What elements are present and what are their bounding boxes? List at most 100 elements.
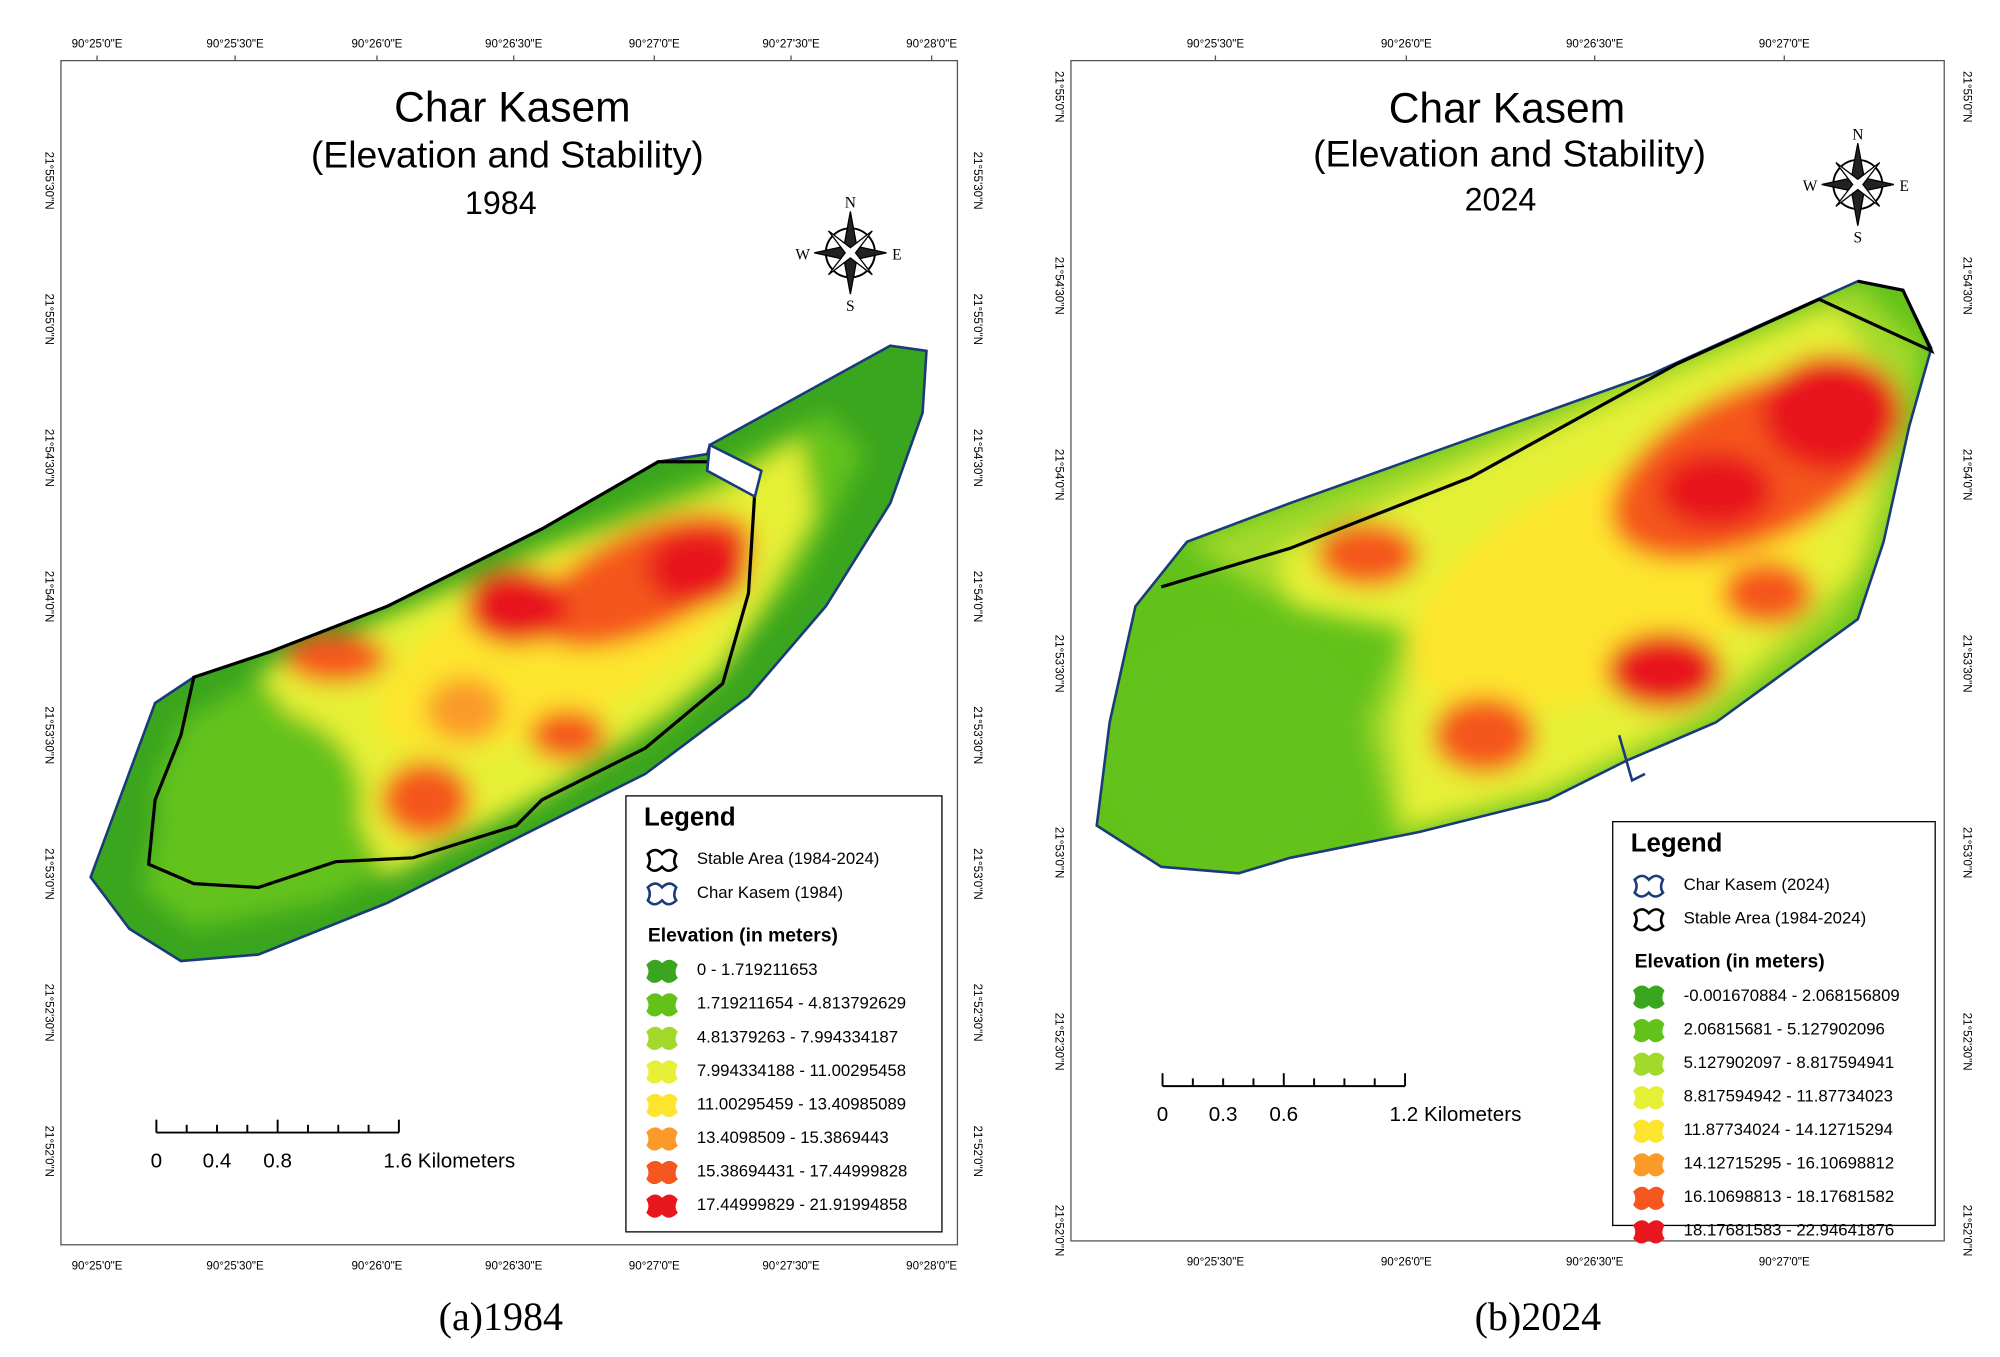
longitude-label: 90°26'30"E xyxy=(1566,38,1624,51)
stable-area-outline xyxy=(1160,279,1935,589)
latitude-label: 21°52'30"N xyxy=(971,984,984,1042)
legend-swatch xyxy=(1633,1119,1665,1143)
longitude-label: 90°27'0"E xyxy=(1759,38,1810,51)
latitude-label: 21°53'30"N xyxy=(971,706,984,764)
latitude-label: 21°53'0"N xyxy=(1052,827,1065,879)
latitude-label: 21°52'0"N xyxy=(1961,1205,1974,1257)
latitude-label: 21°54'0"N xyxy=(971,571,984,623)
legend-label: Stable Area (1984-2024) xyxy=(1684,909,1867,928)
scale-label: 0.6 xyxy=(1269,1103,1298,1126)
legend-swatch xyxy=(646,1127,678,1151)
legend-label: Char Kasem (2024) xyxy=(1684,875,1830,894)
latitude-label: 21°54'30"N xyxy=(1961,257,1974,315)
scale-label: 0 xyxy=(151,1149,162,1172)
longitude-label: 90°25'30"E xyxy=(206,38,264,51)
latitude-label: 21°54'30"N xyxy=(42,429,55,487)
legend-swatch xyxy=(1633,1086,1665,1110)
legend-label: 8.817594942 - 11.87734023 xyxy=(1684,1087,1893,1106)
legend-swatch xyxy=(1633,1220,1665,1244)
latitude-label: 21°55'30"N xyxy=(42,152,55,210)
caption: (a)1984 xyxy=(439,1294,563,1339)
compass-star xyxy=(1835,162,1881,207)
legend-swatch xyxy=(1633,908,1665,932)
longitude-label: 90°26'30"E xyxy=(1566,1255,1624,1268)
latitude-label: 21°54'0"N xyxy=(1052,449,1065,501)
legend-label: 13.4098509 - 15.3869443 xyxy=(697,1128,889,1147)
legend-swatch xyxy=(646,959,678,983)
latitude-label: 21°55'0"N xyxy=(1961,71,1974,123)
legend-swatch xyxy=(646,1060,678,1084)
longitude-label: 90°27'0"E xyxy=(629,38,680,51)
longitude-label: 90°27'30"E xyxy=(762,1259,820,1272)
longitude-label: 90°27'0"E xyxy=(629,1259,680,1272)
compass-n: N xyxy=(845,195,856,212)
map-title: Char Kasem xyxy=(394,83,630,131)
legend-subtitle: Elevation (in meters) xyxy=(1635,950,1825,972)
longitude-label: 90°25'0"E xyxy=(72,1259,123,1272)
scale-label: 0.4 xyxy=(203,1149,232,1172)
latitude-label: 21°53'0"N xyxy=(971,848,984,900)
latitude-label: 21°53'30"N xyxy=(1961,635,1974,693)
legend-box xyxy=(1612,821,1936,1227)
legend-swatch xyxy=(646,1026,678,1050)
longitude-label: 90°27'30"E xyxy=(762,38,820,51)
scale-label: 1.2 Kilometers xyxy=(1390,1103,1522,1126)
legend-label: 16.10698813 - 18.17681582 xyxy=(1684,1187,1895,1206)
legend-label: 15.38694431 - 17.44999828 xyxy=(697,1161,908,1180)
channel-notch xyxy=(705,443,763,499)
legend-label: 4.81379263 - 7.994334187 xyxy=(697,1027,898,1046)
legend-label: 18.17681583 - 22.94641876 xyxy=(1684,1221,1895,1240)
legend-label: -0.001670884 - 2.068156809 xyxy=(1684,986,1900,1005)
legend-label: 7.994334188 - 11.00295458 xyxy=(697,1061,906,1080)
legend-swatch xyxy=(1633,874,1665,898)
longitude-label: 90°28'0"E xyxy=(906,38,957,51)
compass-e: E xyxy=(1900,178,1909,195)
legend-label: 11.00295459 - 13.40985089 xyxy=(697,1094,906,1113)
longitude-label: 90°26'0"E xyxy=(1381,1255,1432,1268)
latitude-label: 21°53'30"N xyxy=(42,706,55,764)
longitude-label: 90°26'0"E xyxy=(351,38,402,51)
longitude-label: 90°26'0"E xyxy=(351,1259,402,1272)
scale-label: 0.8 xyxy=(263,1149,292,1172)
compass-n: N xyxy=(1852,126,1863,143)
longitude-label: 90°25'30"E xyxy=(1187,1255,1245,1268)
compass-w: W xyxy=(1803,178,1818,195)
legend-subtitle: Elevation (in meters) xyxy=(648,925,838,947)
legend-swatch xyxy=(1633,1186,1665,1210)
legend-label: 5.127902097 - 8.817594941 xyxy=(1684,1053,1895,1072)
latitude-label: 21°52'30"N xyxy=(42,984,55,1042)
latitude-label: 21°52'30"N xyxy=(1052,1013,1065,1071)
stable-area-outline xyxy=(146,460,757,890)
compass-s: S xyxy=(1853,230,1862,247)
legend-swatch xyxy=(646,1093,678,1118)
map-year: 2024 xyxy=(1465,181,1537,217)
compass-s: S xyxy=(846,298,855,315)
legend-swatch xyxy=(1633,985,1665,1009)
longitude-label: 90°26'0"E xyxy=(1381,38,1432,51)
legend-label: 14.12715295 - 16.10698812 xyxy=(1684,1154,1895,1173)
compass-e: E xyxy=(892,246,901,263)
legend-title: Legend xyxy=(1631,829,1723,857)
legend-swatch xyxy=(646,1194,678,1218)
latitude-label: 21°52'0"N xyxy=(971,1125,984,1177)
latitude-label: 21°53'30"N xyxy=(1052,635,1065,693)
longitude-label: 90°28'0"E xyxy=(906,1259,957,1272)
longitude-label: 90°25'0"E xyxy=(72,38,123,51)
scale-label: 1.6 Kilometers xyxy=(383,1149,515,1172)
legend-label: Stable Area (1984-2024) xyxy=(697,849,880,868)
scale-label: 0.3 xyxy=(1209,1103,1238,1126)
legend-swatch xyxy=(1633,1153,1665,1177)
legend-box xyxy=(625,795,943,1233)
map-subtitle: (Elevation and Stability) xyxy=(311,134,704,176)
latitude-label: 21°55'0"N xyxy=(42,293,55,345)
legend-swatch xyxy=(1633,1019,1665,1043)
legend-title: Legend xyxy=(644,804,736,832)
legend-label: Char Kasem (1984) xyxy=(697,883,843,902)
latitude-label: 21°54'30"N xyxy=(971,429,984,487)
latitude-label: 21°54'0"N xyxy=(1961,449,1974,501)
legend-swatch xyxy=(646,1160,678,1185)
longitude-label: 90°27'0"E xyxy=(1759,1255,1810,1268)
legend-label: 2.06815681 - 5.127902096 xyxy=(1684,1020,1885,1039)
